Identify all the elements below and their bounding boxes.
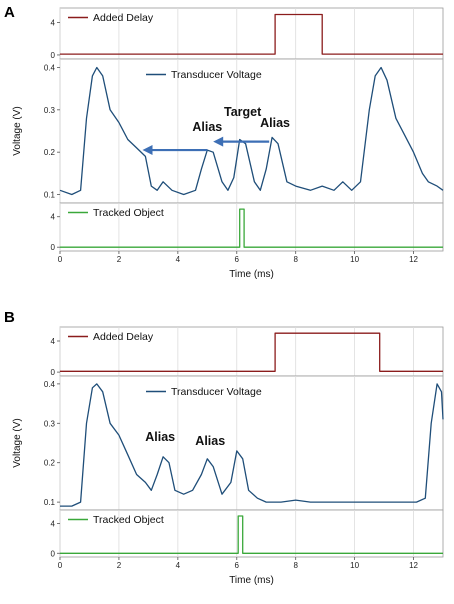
x-tick-label: 12 [409,561,418,570]
annotation-label: Alias [192,120,222,134]
x-tick-label: 6 [235,255,240,264]
plot-area [59,375,444,511]
series-line [60,332,443,372]
y-tick-label: 0.1 [44,191,56,200]
plot-area [59,202,444,252]
y-tick-label: 0.2 [44,148,56,157]
y-tick-label: 0.4 [44,380,56,389]
x-tick-label: 0 [58,255,63,264]
y-tick-label: 0.3 [44,106,56,115]
y-tick-label: 0.2 [44,459,56,468]
arrow-head [142,145,153,156]
subplot-transducer-voltage: 0.1 0.2 0.3 0.4 Transducer Voltage Voltage (V… [12,58,444,204]
x-tick-label: 10 [350,255,359,264]
y-tick-label: 0 [51,51,56,60]
x-tick-label: 4 [176,561,181,570]
y-tick-label: 0.4 [44,63,56,72]
subplot-added-delay: 0 4 Added Delay [51,7,444,60]
plot-area [59,7,444,60]
x-tick-label: 2 [117,255,122,264]
annotation-label: Alias [260,116,290,130]
x-tick-label: 8 [293,255,298,264]
y-tick-label: 0 [51,368,56,377]
legend-label: Transducer Voltage [171,69,262,81]
x-tick-label: 4 [176,255,181,264]
subplot-tracked-object: 0 4 Tracked Object [51,509,444,558]
y-tick-label: 4 [51,213,56,222]
subplot-transducer-voltage: 0.1 0.2 0.3 0.4 Transducer Voltage Voltage (V… [12,375,444,511]
y-tick-label: 0.1 [44,498,56,507]
x-tick-label: 2 [117,561,122,570]
x-tick-label: 10 [350,561,359,570]
panel-label: B [4,309,15,326]
x-axis-title: Time (ms) [229,575,274,586]
arrow-head [213,136,224,147]
y-axis-title: Voltage (V) [12,106,23,155]
series-line [60,208,443,248]
legend-label: Tracked Object [93,514,164,526]
y-tick-label: 4 [51,337,56,346]
legend-label: Added Delay [93,12,154,24]
y-tick-label: 0 [51,243,56,252]
series-line [60,515,443,554]
legend-label: Added Delay [93,331,154,343]
x-tick-label: 0 [58,561,63,570]
panel-label: A [4,4,15,21]
y-tick-label: 0.3 [44,419,56,428]
subplot-added-delay: 0 4 Added Delay [51,326,444,377]
panel-b: B 0 4 Added Delay 0.1 0.2 0.3 0.4 Transducer Vol… [4,309,444,586]
y-tick-label: 0 [51,549,56,558]
y-tick-label: 4 [51,19,56,28]
series-line [60,383,444,507]
legend-label: Transducer Voltage [171,386,262,398]
x-axis-title: Time (ms) [229,269,274,280]
y-tick-label: 4 [51,519,56,528]
annotation-label: Alias [195,434,225,448]
series-line [60,13,443,55]
y-axis-title: Voltage (V) [12,418,23,467]
annotation-label: Target [224,105,262,119]
annotation-label: Alias [145,430,175,444]
panel-a: A 0 4 Added Delay 0.1 0.2 0.3 0.4 Transducer Vol… [4,4,444,280]
legend-label: Tracked Object [93,207,164,219]
subplot-tracked-object: 0 4 Tracked Object [51,202,444,252]
x-tick-label: 8 [293,561,298,570]
x-tick-label: 12 [409,255,418,264]
x-tick-label: 6 [235,561,240,570]
